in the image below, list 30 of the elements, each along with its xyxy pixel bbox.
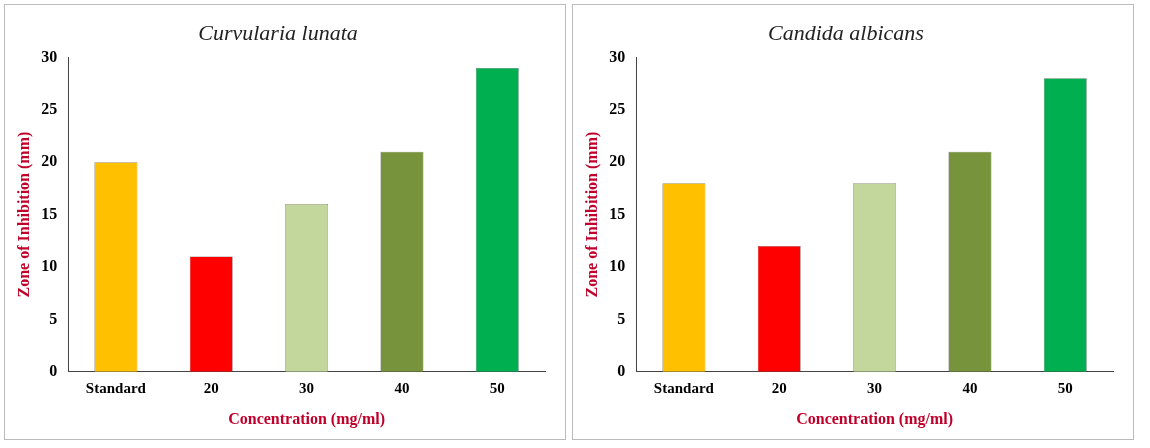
x-tick-label: 30 [867,379,883,396]
x-tick-label: 30 [299,379,315,396]
y-tick-label: 15 [609,204,626,222]
y-tick-label: 0 [617,361,626,379]
y-tick-label: 25 [609,99,626,117]
y-tick-label: 5 [617,309,626,327]
y-tick-label: 30 [41,47,58,65]
y-tick-label: 5 [49,309,58,327]
x-tick-label: Standard [85,379,147,396]
y-tick-label: 25 [41,99,58,117]
chart-title: Candida albicans [768,19,924,45]
x-tick-label: 40 [394,379,410,396]
x-tick-label: 50 [1057,379,1073,396]
x-tick-label: 20 [203,379,219,396]
chart-title: Curvularia lunata [198,19,358,45]
y-tick-label: 10 [609,257,626,275]
x-tick-label: 40 [962,379,978,396]
x-tick-label: Standard [653,379,715,396]
y-tick-label: 15 [41,204,58,222]
y-tick-label: 10 [41,257,58,275]
x-axis-title: Concentration (mg/ml) [228,409,386,428]
y-tick-label: 20 [41,152,58,170]
y-tick-label: 20 [609,152,626,170]
x-tick-label: 20 [771,379,787,396]
x-tick-label: 50 [489,379,505,396]
x-axis-title: Concentration (mg/ml) [796,409,954,428]
y-axis-title: Zone of Inhibition (mm) [582,131,601,298]
y-axis-title: Zone of Inhibition (mm) [14,131,33,298]
y-tick-label: 30 [609,47,626,65]
y-tick-label: 0 [49,361,58,379]
